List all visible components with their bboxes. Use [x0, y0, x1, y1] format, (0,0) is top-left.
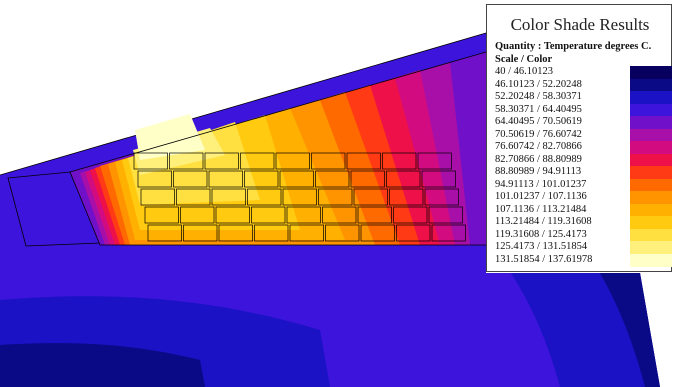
brick	[254, 224, 289, 242]
brick	[208, 170, 243, 188]
brick	[393, 206, 428, 224]
brick	[396, 224, 431, 242]
brick	[386, 170, 421, 188]
brick	[346, 152, 381, 170]
brick	[282, 188, 317, 206]
legend-row-label: 107.1136 / 113.21484	[495, 203, 587, 215]
legend-row-label: 70.50619 / 76.60742	[495, 128, 582, 140]
brick	[137, 170, 172, 188]
brick	[353, 188, 388, 206]
brick	[180, 206, 215, 224]
legend-swatch	[630, 166, 672, 179]
legend-row-label: 64.40495 / 70.50619	[495, 116, 582, 127]
legend-row-label: 119.31608 / 125.4173	[495, 228, 587, 240]
brick	[357, 206, 392, 224]
legend-swatch	[630, 66, 672, 79]
brick	[147, 224, 182, 242]
brick	[431, 224, 466, 242]
legend-row-label: 76.60742 / 82.70866	[495, 141, 582, 152]
brick	[218, 224, 253, 242]
legend-swatch	[630, 103, 672, 117]
brick	[286, 206, 321, 224]
brick	[289, 224, 324, 242]
brick	[360, 224, 395, 242]
legend-row-label: 125.4173 / 131.51854	[495, 241, 588, 252]
brick	[204, 152, 239, 170]
legend-swatch	[630, 253, 672, 267]
brick	[279, 170, 314, 188]
legend-title: Color Shade Results	[510, 15, 650, 34]
legend-swatch	[630, 78, 672, 92]
legend-swatch	[630, 178, 672, 192]
legend-swatch	[630, 191, 672, 204]
brick	[322, 206, 357, 224]
brick	[176, 188, 211, 206]
brick	[140, 188, 175, 206]
legend-scale-label: Scale / Color	[495, 54, 553, 65]
brick	[424, 188, 459, 206]
brick	[251, 206, 286, 224]
legend-row-label: 46.10123 / 52.20248	[495, 78, 582, 90]
legend-swatch	[630, 128, 672, 142]
legend-row-label: 82.70866 / 88.80989	[495, 153, 582, 165]
brick	[240, 152, 275, 170]
legend-row-label: 101.01237 / 107.1136	[495, 191, 587, 202]
legend-row-label: 131.51854 / 137.61978	[495, 253, 593, 265]
legend-swatch	[630, 203, 672, 217]
brick	[247, 188, 282, 206]
legend-row-label: 113.21484 / 119.31608	[495, 216, 592, 227]
legend-swatch	[630, 228, 672, 242]
brick	[318, 188, 353, 206]
legend-row-label: 52.20248 / 58.30371	[495, 91, 582, 102]
legend-row-label: 94.91113 / 101.01237	[495, 178, 587, 190]
legend-swatch	[630, 91, 672, 104]
brick	[417, 152, 452, 170]
heat-zone-125	[128, 122, 260, 205]
ambient-band-bottom-dark	[0, 343, 205, 387]
legend-swatch	[630, 141, 672, 154]
brick	[183, 224, 218, 242]
brick	[215, 206, 250, 224]
brick	[311, 152, 346, 170]
brick	[428, 206, 463, 224]
brick	[350, 170, 385, 188]
legend-swatch	[630, 116, 672, 129]
brick	[421, 170, 456, 188]
brick	[169, 152, 204, 170]
legend-swatch	[630, 216, 672, 229]
legend-row-label: 40 / 46.10123	[495, 66, 554, 77]
brick	[389, 188, 424, 206]
brick	[315, 170, 350, 188]
brick	[211, 188, 246, 206]
brick	[173, 170, 208, 188]
outer-top-edge	[0, 32, 487, 176]
brick	[244, 170, 279, 188]
legend-swatch	[630, 153, 672, 167]
legend-row-label: 58.30371 / 64.40495	[495, 103, 582, 115]
brick	[325, 224, 360, 242]
legend-quantity: Quantity : Temperature degrees C.	[495, 41, 652, 52]
legend-row-label: 88.80989 / 94.91113	[495, 166, 582, 177]
heated-region-outline	[69, 51, 487, 246]
brick	[144, 206, 179, 224]
brick	[275, 152, 310, 170]
color-legend: Color Shade Results Quantity : Temperatu…	[486, 4, 672, 272]
brick	[133, 152, 168, 170]
brick	[382, 152, 417, 170]
legend-swatch	[630, 241, 672, 254]
brick-grid	[133, 152, 466, 242]
